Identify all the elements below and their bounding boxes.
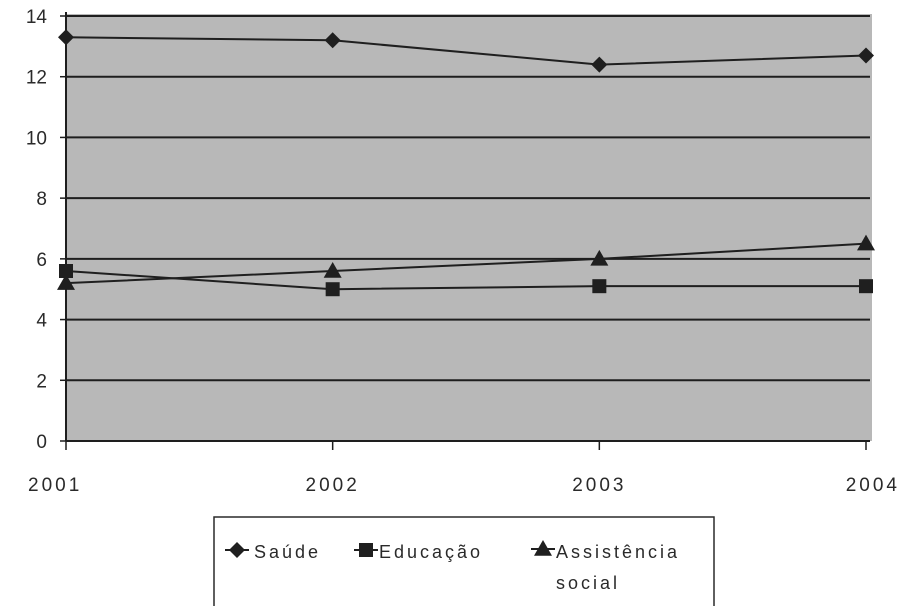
legend: Saúde Educação Assistência social [213,516,715,606]
legend-marker-triangle [534,540,552,556]
y-tick-label-4: 4 [36,311,47,332]
legend-label-assistencia: Assistência [556,542,680,562]
legend-box [213,516,715,606]
legend-label-social: social [556,573,620,593]
data-point-diamond-2004 [858,47,874,64]
x-tick-label-2003: 2003 [572,475,626,496]
y-tick-label-2: 2 [36,371,47,392]
x-tick-label-2004: 2004 [846,475,899,496]
data-point-square-2001 [59,264,73,278]
series-line-square [65,270,866,291]
axes [60,12,870,450]
y-tick-label-10: 10 [26,128,47,149]
grid-lines [66,15,870,382]
legend-marker-square [359,543,373,557]
y-tick-label-0: 0 [36,432,47,453]
data-point-square-2003 [592,279,607,294]
legend-label-saude: Saúde [254,542,321,562]
y-axis-tick-labels: 0 2 4 6 8 10 12 14 [26,7,48,453]
x-axis-tick-labels: 2001 2002 2003 2004 [28,475,899,496]
data-point-square-2004 [859,279,873,294]
data-point-diamond-2003 [591,56,608,73]
x-tick-label-2001: 2001 [28,475,82,496]
x-tick-label-2002: 2002 [306,475,360,496]
series-line-triangle [65,242,867,285]
y-tick-label-12: 12 [26,68,47,89]
y-tick-label-14: 14 [26,7,48,28]
data-point-triangle-2004 [857,234,875,251]
legend-symbols [225,540,555,558]
y-tick-label-6: 6 [36,250,47,271]
data-point-square-2002 [325,282,340,297]
data-point-triangle-2002 [323,262,342,278]
plot-area [66,14,872,441]
data-point-triangle-2001 [57,274,75,290]
data-point-diamond-2002 [324,32,341,49]
series-group [57,29,875,297]
series-line-diamond [65,36,867,66]
legend-label-educacao: Educação [379,542,483,562]
data-point-triangle-2003 [590,249,609,266]
y-tick-label-8: 8 [36,189,47,210]
data-point-diamond-2001 [58,29,74,46]
legend-marker-diamond [229,542,245,558]
